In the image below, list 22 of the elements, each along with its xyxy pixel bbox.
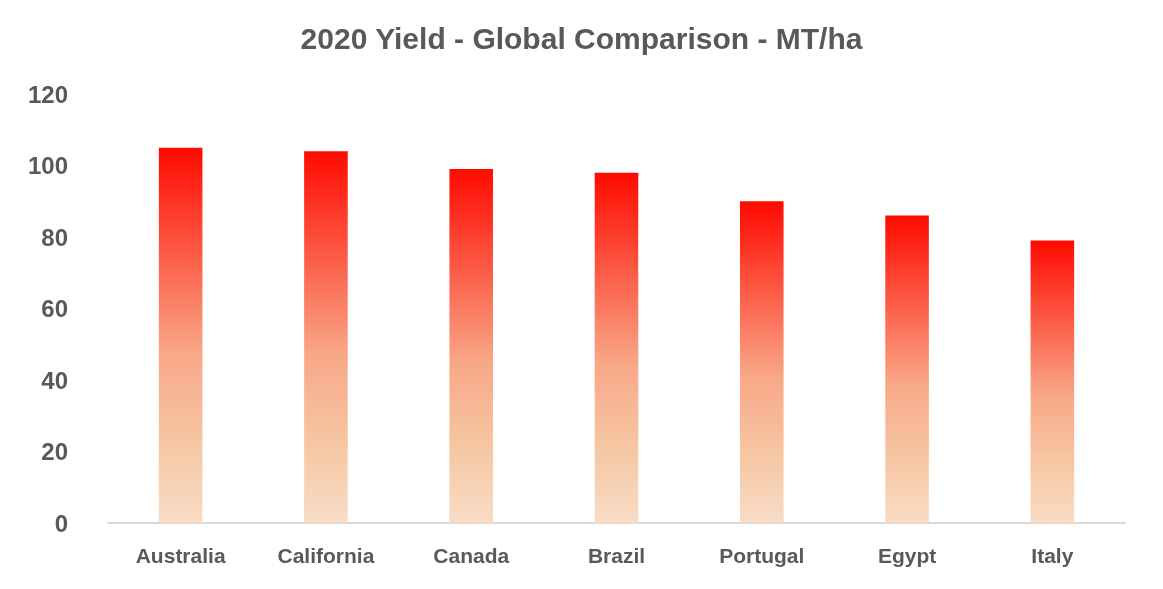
bar <box>449 169 494 523</box>
y-tick-label: 40 <box>41 366 68 394</box>
y-tick-label: 0 <box>54 509 68 537</box>
y-tick-label: 120 <box>27 80 68 108</box>
x-tick-label: Brazil <box>587 544 646 567</box>
bar <box>739 201 784 523</box>
bar <box>158 147 203 523</box>
y-tick-label: 60 <box>41 295 68 322</box>
y-tick-label: 100 <box>27 152 68 179</box>
x-tick-label: Egypt <box>877 544 937 567</box>
bar <box>885 215 929 523</box>
bar <box>594 172 639 523</box>
x-tick-label: Italy <box>1031 544 1074 567</box>
y-tick-label: 80 <box>41 223 68 251</box>
x-tick-label: California <box>277 544 375 567</box>
bar <box>1030 240 1075 523</box>
bar <box>304 151 348 523</box>
x-tick-label: Portugal <box>719 544 805 567</box>
x-tick-label: Australia <box>135 544 226 567</box>
chart-title: 2020 Yield - Global Comparison - MT/ha <box>300 21 863 55</box>
x-tick-label: Canada <box>433 544 510 567</box>
y-tick-label: 20 <box>41 438 68 465</box>
